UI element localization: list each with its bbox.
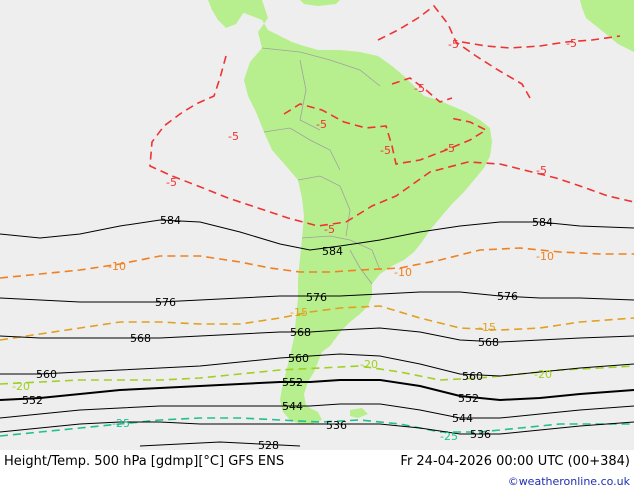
height-label: 576 — [306, 291, 327, 304]
height-label: 576 — [497, 290, 518, 303]
temp-contour-minus5-amazon — [283, 103, 488, 165]
temp-label: -25 — [112, 417, 130, 430]
height-label: 560 — [36, 368, 57, 381]
border-line — [349, 249, 373, 285]
height-label: 560 — [462, 370, 483, 383]
height-label: 552 — [458, 392, 479, 405]
falkland-islands — [350, 408, 368, 418]
temp-label: -5 — [324, 223, 335, 236]
height-contour-560 — [0, 353, 634, 377]
height-label: 576 — [155, 296, 176, 309]
height-contours — [0, 219, 634, 447]
temp-label: -5 — [444, 142, 455, 155]
west-africa-land — [580, 0, 634, 52]
height-label: 544 — [452, 412, 473, 425]
temp-label: -20 — [360, 358, 378, 371]
temp-label: -5 — [316, 118, 327, 131]
temp-label: -5 — [228, 130, 239, 143]
height-contour-576 — [0, 291, 634, 303]
temp-label: -5 — [166, 176, 177, 189]
forecast-datetime: Fr 24-04-2026 00:00 UTC (00+384) — [400, 454, 630, 469]
map-canvas: 584 584 584 576 576 576 568 568 568 560 … — [0, 0, 634, 450]
height-label: 568 — [130, 332, 151, 345]
height-label: 552 — [22, 394, 43, 407]
height-label: 560 — [288, 352, 309, 365]
temp-label: -20 — [12, 380, 30, 393]
height-label: 584 — [532, 216, 553, 229]
temp-labels: -5 -5 -5 -5 -5 -5 -5 -5 -5 -5 -10 -10 -1… — [12, 37, 577, 443]
temp-label: -5 — [448, 38, 459, 51]
temp-contour-minus10 — [0, 247, 634, 279]
temp-label: -5 — [566, 37, 577, 50]
height-label: 528 — [258, 439, 279, 450]
temp-label: -5 — [536, 164, 547, 177]
temp-label: -20 — [534, 368, 552, 381]
temp-contour-minus25 — [0, 417, 634, 437]
temp-label: -10 — [108, 260, 126, 273]
source-credit-link[interactable]: ©weatheronline.co.uk — [507, 475, 630, 488]
temp-label: -10 — [394, 266, 412, 279]
country-borders — [261, 47, 381, 285]
map-title: Height/Temp. 500 hPa [gdmp][°C] GFS ENS — [4, 454, 285, 469]
height-label: 568 — [290, 326, 311, 339]
border-line — [261, 47, 381, 87]
temp-contour-minus5-atlantic — [461, 35, 621, 49]
height-label: 544 — [282, 400, 303, 413]
height-label: 552 — [282, 376, 303, 389]
central-america-land — [208, 0, 246, 28]
cuba-island — [300, 0, 340, 6]
height-labels: 584 584 584 576 576 576 568 568 568 560 … — [22, 214, 553, 450]
temp-label: -5 — [380, 144, 391, 157]
height-contour-552 — [0, 379, 634, 402]
border-line — [299, 59, 321, 131]
temp-label: -25 — [440, 430, 458, 443]
height-label: 536 — [326, 419, 347, 432]
border-line — [297, 175, 351, 237]
temp-contour-minus15 — [0, 305, 634, 341]
temp-contour-minus5-east — [345, 161, 634, 223]
height-contour-568 — [0, 327, 634, 343]
height-contour-544 — [0, 403, 634, 419]
temp-contour-minus5-west — [149, 55, 347, 227]
temp-label: -15 — [478, 321, 496, 334]
height-label: 584 — [160, 214, 181, 227]
temp-label: -10 — [536, 250, 554, 263]
temp-contour-minus5-north — [377, 4, 531, 99]
temp-label: -5 — [414, 82, 425, 95]
height-label: 568 — [478, 336, 499, 349]
height-label: 584 — [322, 245, 343, 258]
border-line — [301, 235, 381, 271]
height-contour-584 — [0, 219, 634, 251]
south-america-land — [210, 0, 492, 424]
temp-label: -15 — [290, 306, 308, 319]
map-footer: Height/Temp. 500 hPa [gdmp][°C] GFS ENS … — [0, 450, 634, 490]
height-label: 536 — [470, 428, 491, 441]
height-contour-536 — [0, 421, 634, 435]
height-contour-528 — [139, 441, 301, 447]
border-line — [263, 127, 341, 171]
